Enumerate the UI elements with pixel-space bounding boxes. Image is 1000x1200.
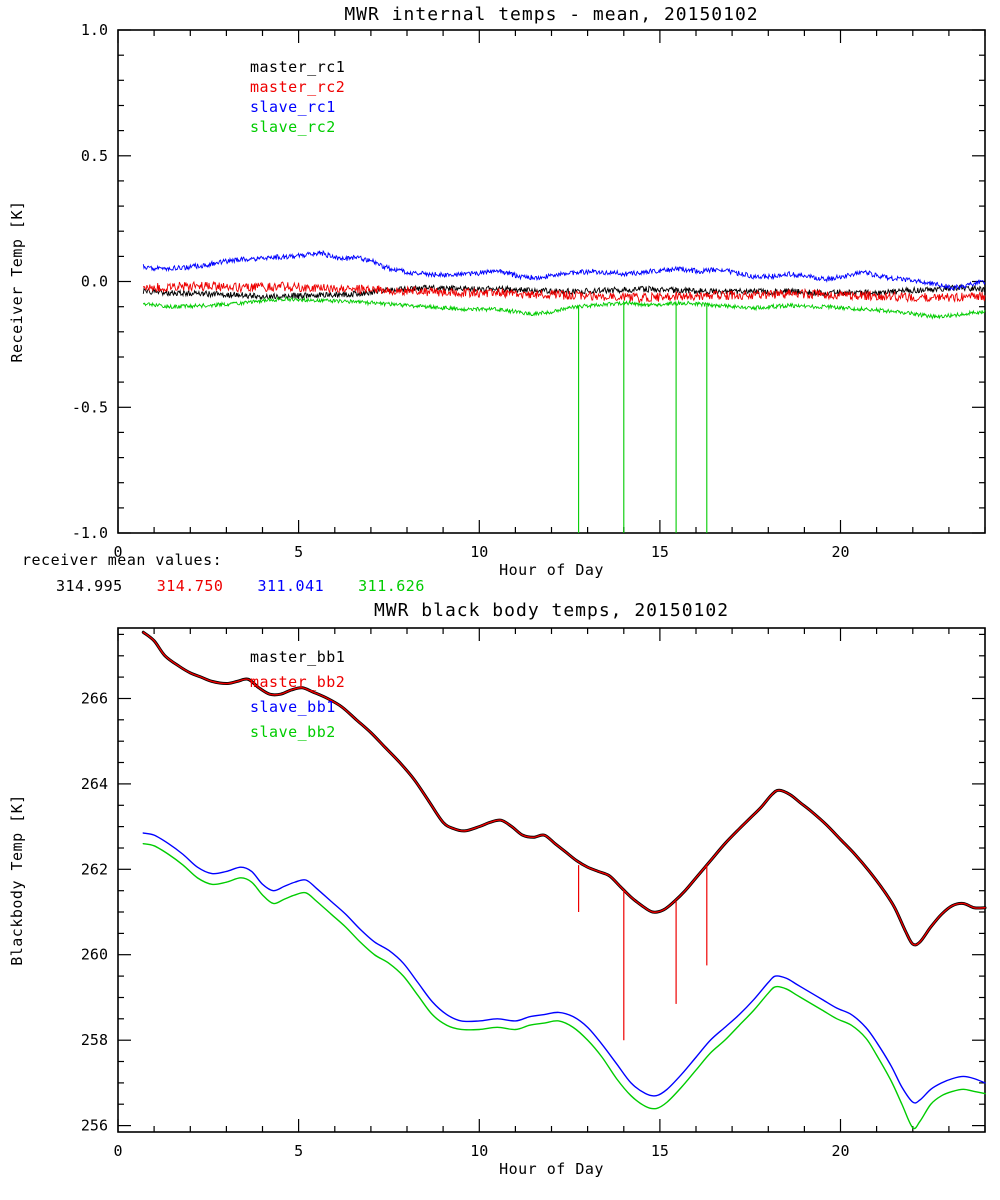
y-tick-label: 1.0 (81, 21, 108, 39)
y-tick-label: 0.0 (81, 273, 108, 291)
legend-slave_rc2: slave_rc2 (250, 118, 336, 136)
legend-master_bb2: master_bb2 (250, 673, 345, 691)
x-tick-label: 20 (831, 543, 849, 561)
event-spikes (578, 302, 708, 533)
legend-slave_bb2: slave_bb2 (250, 723, 336, 741)
mean-value-slave-rc2: 311.626 (358, 577, 425, 595)
chart-title: MWR black body temps, 20150102 (374, 600, 729, 621)
y-tick-label: 0.5 (81, 147, 108, 165)
y-tick-label: 264 (81, 775, 108, 793)
chart-internal-temps: 0 5 10 15 20 -1.0 -0.5 0.0 0.5 1.0 MWR internal te… (8, 4, 986, 579)
x-tick-label: 10 (470, 543, 488, 561)
y-tick-label: -0.5 (72, 398, 108, 416)
event-spikes (577, 865, 708, 1041)
series-slave_rc2 (142, 296, 986, 320)
x-axis-label: Hour of Day (499, 561, 604, 579)
chart-title: MWR internal temps - mean, 20150102 (344, 4, 758, 25)
legend-master_rc1: master_rc1 (250, 58, 345, 76)
mean-value-master-rc2: 314.750 (156, 577, 224, 595)
receiver-mean-values: 314.995 314.750 311.041 311.626 (56, 577, 459, 595)
series-slave_rc1 (142, 249, 986, 291)
x-tick-label: 15 (651, 543, 669, 561)
receiver-mean-values-label: receiver mean values: (22, 551, 223, 569)
y-tick-label: 266 (81, 689, 108, 707)
x-tick-label: 5 (294, 1142, 303, 1160)
y-tick-label: 262 (81, 860, 108, 878)
y-tick-label: 258 (81, 1031, 108, 1049)
legend-master_bb1: master_bb1 (250, 648, 345, 666)
series-slave_bb1 (142, 832, 986, 1104)
series-master_bb2 (142, 631, 986, 946)
series-master_rc2 (142, 280, 986, 304)
x-tick-label: 20 (831, 1142, 849, 1160)
mean-value-master-rc1: 314.995 (56, 577, 123, 595)
plot-frame (117, 29, 986, 534)
y-tick-label: -1.0 (72, 524, 108, 542)
x-tick-label: 0 (113, 543, 122, 561)
chart-blackbody-temps: 0 5 10 15 20 256 258 260 262 264 266 MWR black body… (8, 600, 987, 1178)
x-tick-label: 0 (113, 1142, 122, 1160)
x-tick-label: 5 (294, 543, 303, 561)
mean-value-slave-rc1: 311.041 (257, 577, 325, 595)
y-axis-label: Receiver Temp [K] (8, 200, 26, 362)
x-tick-label: 15 (651, 1142, 669, 1160)
axis-ticks (117, 628, 986, 1132)
x-tick-label: 10 (470, 1142, 488, 1160)
y-axis-label: Blackbody Temp [K] (8, 794, 26, 966)
legend-slave_rc1: slave_rc1 (250, 98, 336, 116)
series-slave_bb2 (142, 842, 986, 1130)
legend-master_rc2: master_rc2 (250, 78, 345, 96)
y-tick-label: 260 (81, 946, 108, 964)
legend-slave_bb1: slave_bb1 (250, 698, 336, 716)
y-tick-label: 256 (81, 1117, 108, 1135)
x-axis-label: Hour of Day (499, 1160, 604, 1178)
axis-ticks (117, 29, 986, 534)
